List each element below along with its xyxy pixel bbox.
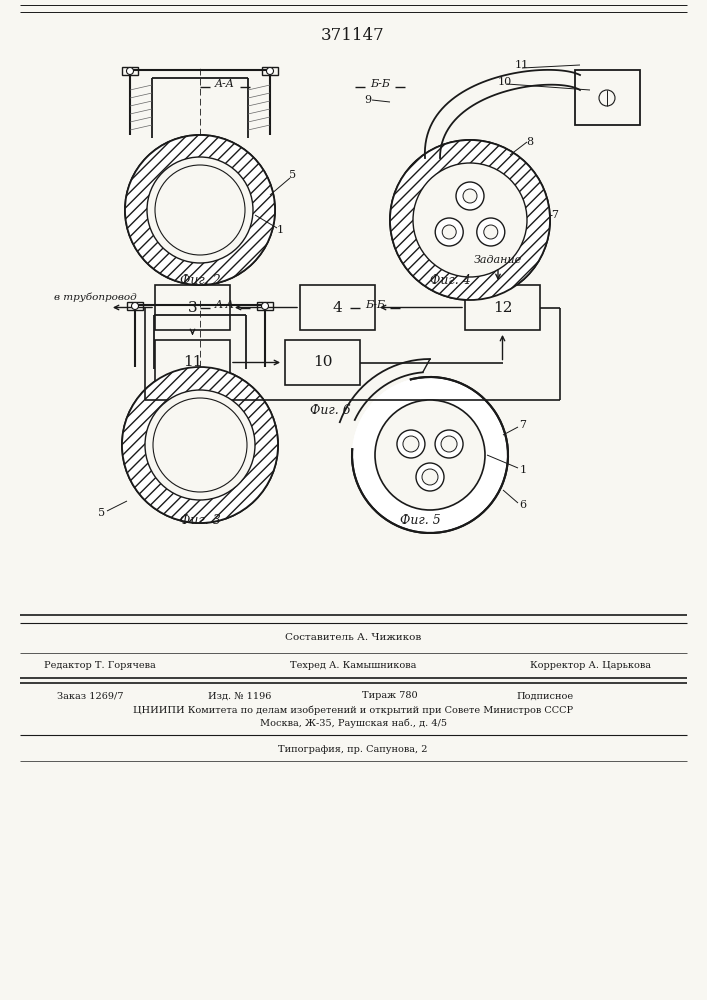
Bar	[575, 70, 640, 125]
Text: Фиг. 4: Фиг. 4	[430, 273, 470, 286]
Text: Редактор Т. Горячева: Редактор Т. Горячева	[44, 660, 156, 670]
Bar	[127, 302, 143, 310]
Bar	[257, 302, 273, 310]
Text: 5: 5	[98, 508, 105, 518]
Text: Фиг. 2: Фиг. 2	[180, 273, 221, 286]
Text: 4: 4	[332, 300, 342, 314]
Text: Заказ 1269/7: Заказ 1269/7	[57, 692, 123, 700]
Circle shape	[125, 135, 275, 285]
Circle shape	[127, 68, 134, 75]
Text: Москва, Ж-35, Раушская наб., д. 4/5: Москва, Ж-35, Раушская наб., д. 4/5	[259, 718, 447, 728]
Circle shape	[352, 377, 508, 533]
Text: Фиг. 6: Фиг. 6	[310, 403, 351, 416]
Bar	[285, 340, 360, 385]
Circle shape	[267, 68, 274, 75]
Bar	[300, 285, 375, 330]
Text: 1: 1	[520, 465, 527, 475]
Text: 11: 11	[182, 356, 202, 369]
Circle shape	[262, 302, 269, 310]
Circle shape	[477, 218, 505, 246]
Circle shape	[125, 135, 275, 285]
Text: 5: 5	[289, 170, 296, 180]
Circle shape	[435, 430, 463, 458]
Circle shape	[442, 225, 456, 239]
Circle shape	[390, 140, 550, 300]
Text: Корректор А. Царькова: Корректор А. Царькова	[530, 660, 650, 670]
Circle shape	[441, 436, 457, 452]
Text: Тираж 780: Тираж 780	[362, 692, 418, 700]
Bar	[122, 67, 138, 75]
Text: в трубопровод: в трубопровод	[54, 293, 136, 302]
Text: Подписное: Подписное	[516, 692, 573, 700]
Circle shape	[145, 390, 255, 500]
Text: Типография, пр. Сапунова, 2: Типография, пр. Сапунова, 2	[279, 744, 428, 754]
Text: 3: 3	[187, 300, 197, 314]
Circle shape	[484, 225, 498, 239]
Bar	[155, 285, 230, 330]
Circle shape	[390, 140, 550, 300]
Circle shape	[416, 463, 444, 491]
Bar	[262, 67, 278, 75]
Circle shape	[122, 367, 278, 523]
Text: 9: 9	[364, 95, 372, 105]
Circle shape	[403, 436, 419, 452]
Circle shape	[147, 157, 253, 263]
Text: 1: 1	[276, 225, 284, 235]
Text: Фиг. 3: Фиг. 3	[180, 514, 221, 526]
Text: 10: 10	[498, 77, 512, 87]
Text: 12: 12	[493, 300, 513, 314]
Text: Б-Б: Б-Б	[365, 300, 385, 310]
Circle shape	[422, 469, 438, 485]
Text: 10: 10	[312, 356, 332, 369]
Text: ЦНИИПИ Комитета по делам изобретений и открытий при Совете Министров СССР: ЦНИИПИ Комитета по делам изобретений и о…	[133, 705, 573, 715]
Text: Фиг. 5: Фиг. 5	[399, 514, 440, 526]
Text: 8: 8	[527, 137, 534, 147]
Bar	[465, 285, 540, 330]
Text: Б-Б: Б-Б	[370, 79, 390, 89]
Bar	[155, 340, 230, 385]
Circle shape	[132, 302, 139, 310]
Text: 7: 7	[520, 420, 527, 430]
Text: A-A: A-A	[215, 79, 235, 89]
Circle shape	[463, 189, 477, 203]
Circle shape	[413, 163, 527, 277]
Circle shape	[397, 430, 425, 458]
Text: 7: 7	[551, 210, 559, 220]
Circle shape	[375, 400, 485, 510]
Text: Изд. № 1196: Изд. № 1196	[209, 692, 271, 700]
Text: Техред А. Камышникова: Техред А. Камышникова	[290, 660, 416, 670]
Text: A-A: A-A	[215, 300, 235, 310]
Text: 371147: 371147	[321, 26, 385, 43]
Text: 6: 6	[520, 500, 527, 510]
Circle shape	[456, 182, 484, 210]
Circle shape	[352, 377, 508, 533]
Text: Составитель А. Чижиков: Составитель А. Чижиков	[285, 633, 421, 642]
Text: 11: 11	[515, 60, 529, 70]
Text: Задание: Задание	[474, 255, 522, 265]
Circle shape	[436, 218, 463, 246]
Circle shape	[122, 367, 278, 523]
